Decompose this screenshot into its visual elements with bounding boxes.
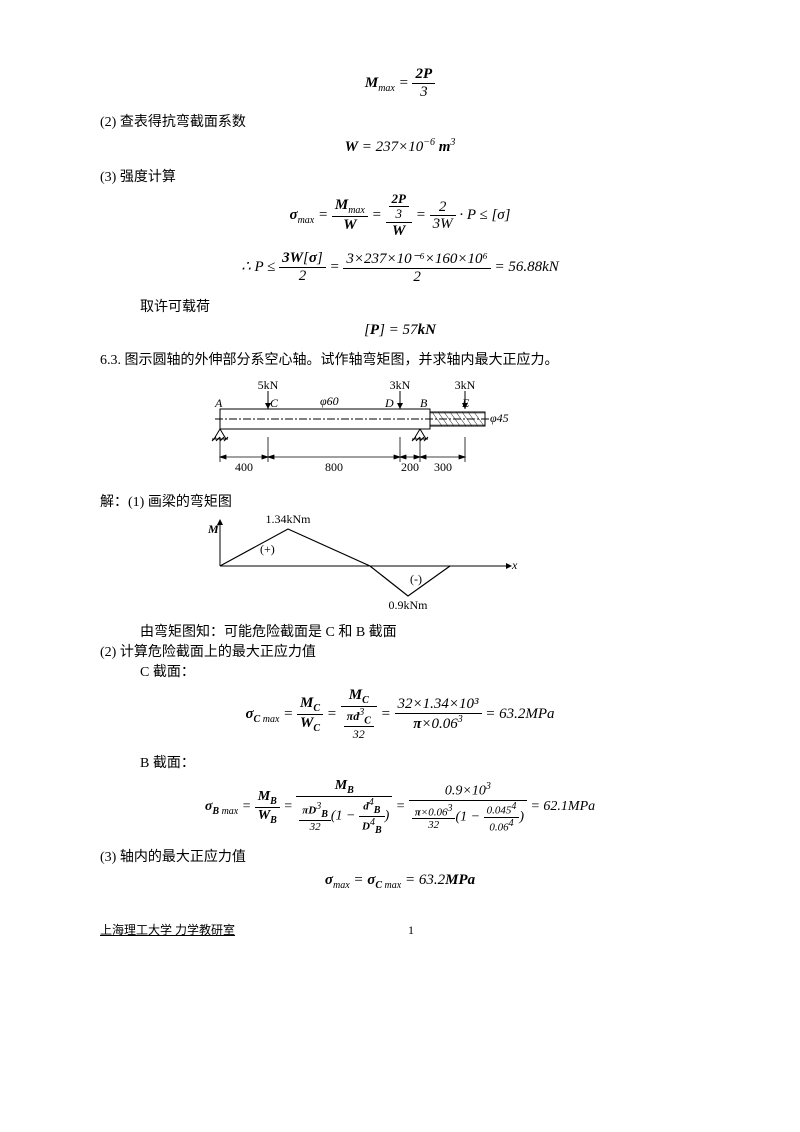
svg-text:3kN: 3kN [390,378,411,392]
sol-label: 解：(1) 画梁的弯矩图 [100,491,700,511]
svg-text:φ60: φ60 [320,394,339,408]
load-5kn: 5kN [258,378,279,392]
svg-text:A: A [214,396,223,410]
footer: 上海理工大学 力学教研室 1 [100,921,700,938]
svg-text:3kN: 3kN [455,378,476,392]
eq-sigma-c: σC max = MCWC = MC πd3C32 = 32×1.34×10³π… [100,687,700,742]
beam-diagram: 5kN 3kN 3kN A C D B E φ60 φ45 [160,377,700,487]
section-c: C 截面： [140,661,700,681]
svg-text:(-): (-) [410,572,422,586]
problem-63: 6.3. 图示圆轴的外伸部分系空心轴。试作轴弯矩图，并求轴内最大正应力。 [100,349,700,369]
page-num: 1 [408,923,414,938]
note1: 由弯矩图知：可能危险截面是 C 和 B 截面 [140,621,700,641]
step3-label: (3) 强度计算 [100,166,700,186]
svg-text:300: 300 [434,460,452,474]
eq-mmax: Mmax = 2P3 [100,66,700,101]
eq-p-leq: ∴ P ≤ 3W[σ]2 = 3×237×10⁻⁶×160×10⁶2 = 56.… [100,249,700,286]
eq-sigma-max: σmax = MmaxW = 2P3 W = 23W · P ≤ [σ] [100,192,700,239]
svg-text:0.9kNm: 0.9kNm [389,598,429,612]
footer-uni: 上海理工大学 力学教研室 [100,923,235,937]
svg-text:M: M [207,522,219,536]
svg-text:800: 800 [325,460,343,474]
svg-text:D: D [384,396,394,410]
svg-text:C: C [270,396,279,410]
svg-text:200: 200 [401,460,419,474]
eq-allow-p: [P] = 57kN [100,322,700,339]
moment-diagram: 1.34kNm M x (+) (-) 0.9kNm [190,511,700,621]
svg-text:B: B [420,396,428,410]
eq-w: W = 237×10−6 m3 [100,137,700,156]
svg-text:x: x [511,558,518,572]
svg-text:φ45: φ45 [490,411,509,425]
section-b: B 截面： [140,752,700,772]
svg-text:(+): (+) [260,542,275,556]
svg-text:1.34kNm: 1.34kNm [266,512,312,526]
step3b-label: (3) 轴内的最大正应力值 [100,846,700,866]
svg-text:400: 400 [235,460,253,474]
eq-sigma-b: σB max = MBWB = MB πD3B32(1 − d4BD4B) = … [100,778,700,835]
step2-label: (2) 查表得抗弯截面系数 [100,111,700,131]
eq-final: σmax = σC max = 63.2MPa [100,872,700,891]
allow-label: 取许可载荷 [140,296,700,316]
step2b-label: (2) 计算危险截面上的最大正应力值 [100,641,700,661]
